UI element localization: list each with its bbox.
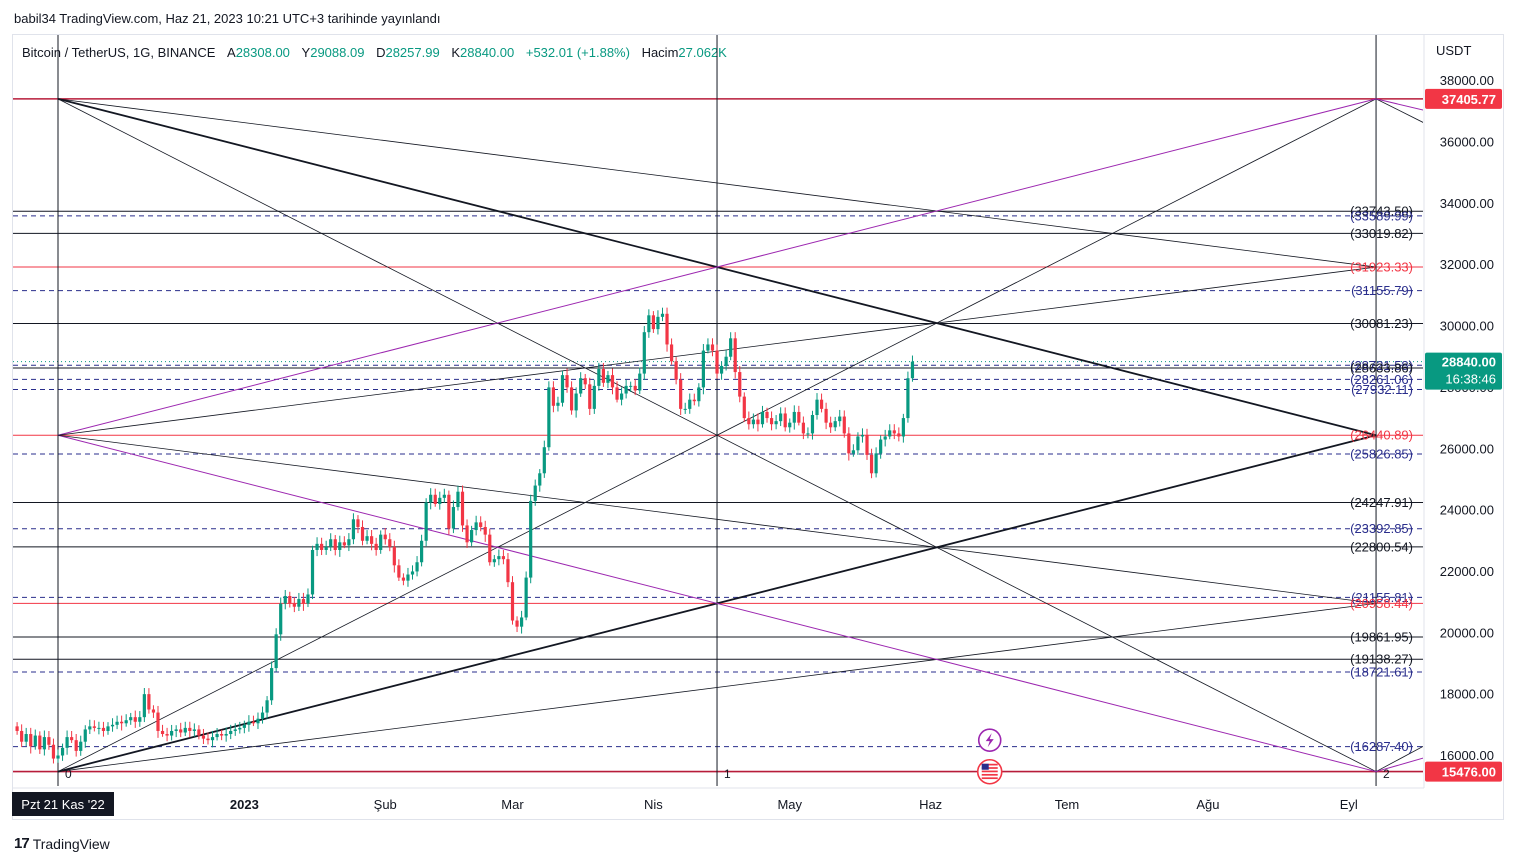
low-label: D (376, 45, 386, 60)
chart-legend: Bitcoin / TetherUS, 1G, BINANCE A28308.0… (22, 45, 727, 60)
high-label: Y (301, 45, 311, 60)
publication-info: babil34 TradingView.com, Haz 21, 2023 10… (14, 11, 441, 26)
footer-brand[interactable]: 17 TradingView (14, 835, 110, 852)
close-value: 28840.00 (460, 45, 515, 60)
brand-name: TradingView (32, 835, 110, 852)
open-value: 28308.00 (235, 45, 290, 60)
change-value: +532.01 (+1.88%) (525, 45, 630, 60)
volume-label: Hacim (641, 45, 679, 60)
close-label: K (451, 45, 460, 60)
high-value: 29088.09 (310, 45, 365, 60)
tradingview-logo-icon: 17 (14, 835, 30, 852)
volume-value: 27.062K (678, 45, 727, 60)
symbol-name[interactable]: Bitcoin / TetherUS, 1G, BINANCE (22, 45, 216, 60)
chart-frame (12, 34, 1504, 820)
low-value: 28257.99 (385, 45, 440, 60)
currency-label[interactable]: USDT (1436, 43, 1472, 58)
open-label: A (227, 45, 236, 60)
